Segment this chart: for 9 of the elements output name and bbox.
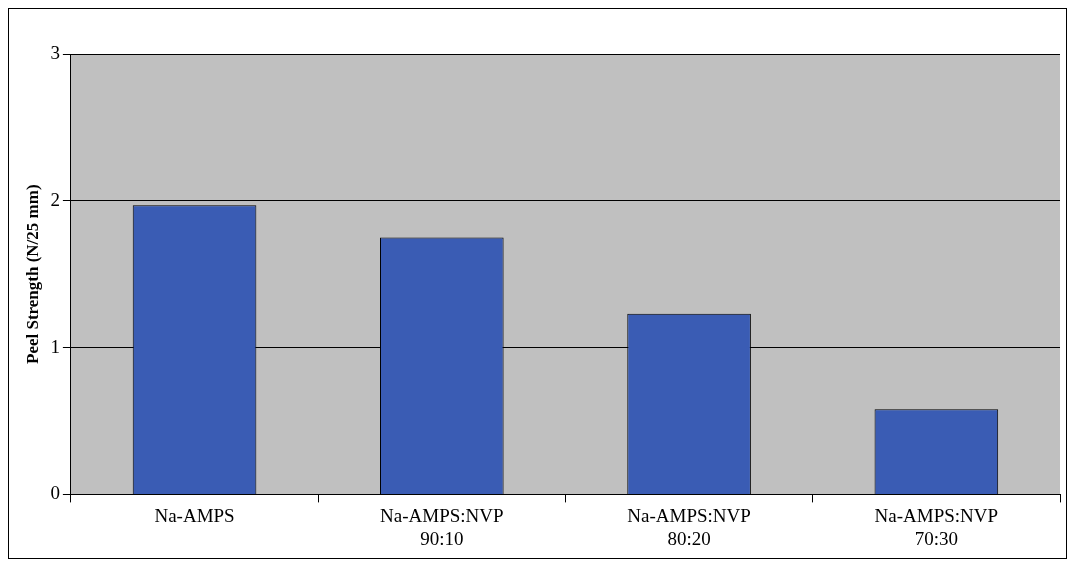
y-tick-label: 3 [50,41,60,63]
y-tick-label: 0 [50,482,60,504]
x-tick-label: Na-AMPS [154,504,235,526]
x-tick-label: Na-AMPS:NVP 90:10 [380,504,504,549]
y-tick-label: 1 [50,335,60,357]
y-tick-label: 2 [50,188,60,210]
y-axis-title: Peel Strength (N/25 mm) [22,184,42,364]
x-tick-label: Na-AMPS:NVP 70:30 [874,504,999,549]
x-tick-label: Na-AMPS:NVP 80:20 [627,504,751,549]
